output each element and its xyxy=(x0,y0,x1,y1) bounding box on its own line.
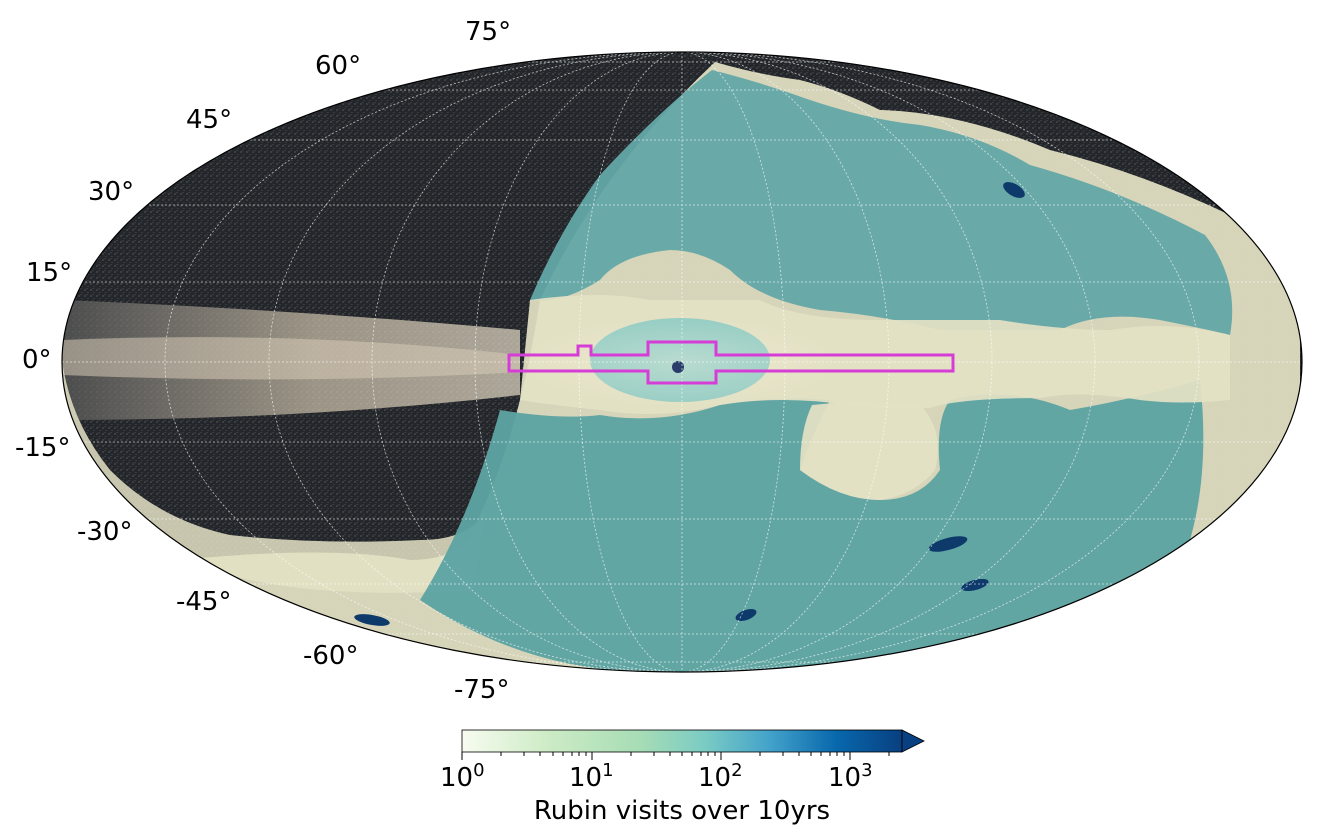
map-border xyxy=(61,51,1303,673)
lat-label: -30° xyxy=(77,517,132,547)
deep-field-marker xyxy=(735,608,757,622)
colorbar: 100 101 102 103 Rubin visits over 10yrs xyxy=(440,729,925,826)
lat-label: 60° xyxy=(315,51,361,81)
latitude-labels: 75° 60° 45° 30° 15° 0° -15° -30° -45° -6… xyxy=(15,17,511,705)
lat-label: 45° xyxy=(186,105,232,135)
deep-field-marker xyxy=(1003,182,1025,198)
lat-label: 0° xyxy=(22,345,52,375)
colorbar-tick-label: 101 xyxy=(569,760,614,793)
galactic-center-marker xyxy=(672,361,684,373)
colorbar-tick-label: 102 xyxy=(698,760,743,793)
lat-label: -45° xyxy=(176,587,231,617)
lat-label: 30° xyxy=(88,177,134,207)
lat-label: 75° xyxy=(465,17,511,47)
colorbar-title: Rubin visits over 10yrs xyxy=(534,796,830,826)
deep-field-marker xyxy=(354,614,390,626)
lat-label: -15° xyxy=(15,433,70,463)
lat-label: -60° xyxy=(303,641,358,671)
deep-field-marker xyxy=(961,578,989,592)
footprint-wfd-region xyxy=(530,70,1233,335)
sky-background xyxy=(62,52,1302,672)
colorbar-gradient xyxy=(461,729,903,753)
colorbar-ticks xyxy=(461,752,890,760)
highlight-outline xyxy=(507,340,955,385)
graticule xyxy=(62,52,1302,672)
colorbar-tick-label: 100 xyxy=(440,760,485,793)
colorbar-extend-arrow xyxy=(901,729,925,753)
colorbar-tick-label: 103 xyxy=(828,760,873,793)
lat-label: -75° xyxy=(454,675,509,705)
lat-label: 15° xyxy=(26,258,72,288)
deep-field-marker xyxy=(928,536,968,552)
